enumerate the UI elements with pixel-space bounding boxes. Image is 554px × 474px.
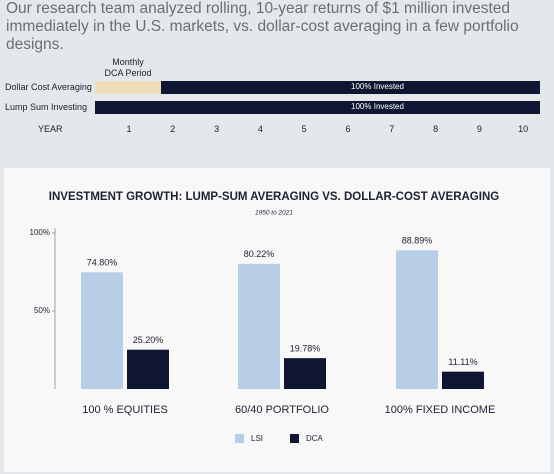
value-label: 25.20% bbox=[133, 335, 164, 345]
value-label: 88.89% bbox=[402, 236, 433, 246]
y-tick-label: 50% bbox=[34, 306, 50, 315]
year-label: 2 bbox=[170, 124, 176, 134]
invested-bar bbox=[95, 101, 540, 114]
bar bbox=[81, 272, 123, 389]
legend-swatch bbox=[235, 434, 244, 443]
row-label: Lump Sum Investing bbox=[5, 102, 88, 112]
x-tick-label: 100% FIXED INCOME bbox=[385, 404, 496, 416]
value-label: 74.80% bbox=[87, 258, 118, 268]
year-label: 8 bbox=[433, 124, 439, 134]
x-tick-label: 60/40 PORTFOLIO bbox=[235, 404, 329, 416]
x-tick-label: 100 % EQUITIES bbox=[82, 404, 168, 416]
value-label: 19.78% bbox=[290, 344, 321, 354]
bar bbox=[396, 250, 438, 389]
value-label: 11.11% bbox=[448, 357, 477, 367]
year-label: 10 bbox=[518, 124, 529, 134]
chart-subtitle: 1950 to 2021 bbox=[255, 210, 293, 217]
bar bbox=[442, 371, 484, 389]
invested-label: 100% Invested bbox=[351, 102, 404, 111]
invested-label: 100% Invested bbox=[351, 82, 404, 91]
year-label: 4 bbox=[257, 124, 263, 134]
dca-period-bar bbox=[95, 81, 161, 94]
year-label: 3 bbox=[214, 124, 220, 134]
bar bbox=[284, 358, 326, 389]
dca-period-label: Monthly DCA Period bbox=[104, 57, 152, 78]
chart-title: INVESTMENT GROWTH: LUMP-SUM AVERAGING VS… bbox=[49, 191, 499, 203]
value-label: 80.22% bbox=[244, 249, 275, 259]
bar bbox=[238, 263, 280, 389]
invested-bar bbox=[161, 81, 540, 94]
legend-swatch bbox=[290, 434, 299, 443]
legend-label: LSI bbox=[251, 434, 263, 443]
year-label: 6 bbox=[345, 124, 351, 134]
year-label: 7 bbox=[389, 124, 395, 134]
year-label: 5 bbox=[301, 124, 307, 134]
year-label: 1 bbox=[126, 124, 132, 134]
row-label: Dollar Cost Averaging bbox=[5, 82, 92, 92]
year-axis-label: YEAR bbox=[38, 124, 63, 134]
intro-text: Our research team analyzed rolling, 10-y… bbox=[6, 0, 519, 53]
bar bbox=[127, 349, 169, 389]
chart: INVESTMENT GROWTH: LUMP-SUM AVERAGING VS… bbox=[4, 168, 550, 472]
year-label: 9 bbox=[476, 124, 482, 134]
y-tick-label: 100% bbox=[30, 228, 50, 237]
legend-label: DCA bbox=[306, 434, 324, 443]
